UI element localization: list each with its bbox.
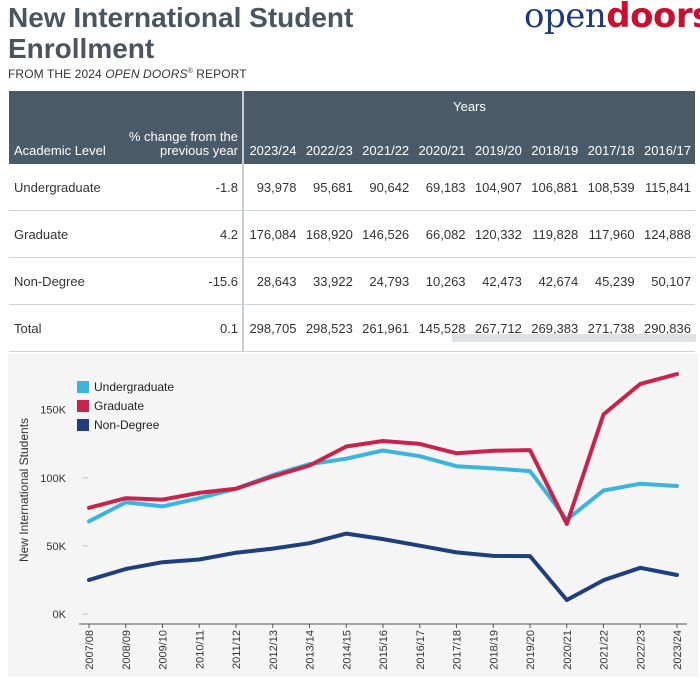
legend-item[interactable]: Graduate bbox=[77, 396, 174, 415]
legend-label: Graduate bbox=[94, 398, 145, 413]
subtitle-em: OPEN DOORS bbox=[105, 67, 188, 81]
table-scrollbar[interactable] bbox=[452, 334, 696, 342]
legend-item[interactable]: Non-Degree bbox=[77, 415, 174, 434]
table-row: Undergraduate -1.8 93,978 95,681 90,642 … bbox=[9, 164, 695, 211]
value-cell: 33,922 bbox=[300, 257, 357, 305]
legend-label: Undergraduate bbox=[94, 379, 175, 394]
value-cell: 117,960 bbox=[582, 210, 639, 258]
table-corner bbox=[9, 91, 245, 121]
col-year[interactable]: 2017/18 bbox=[582, 121, 639, 164]
value-cell: 104,907 bbox=[469, 164, 526, 211]
logo-open: open bbox=[524, 0, 607, 36]
legend-swatch-graduate bbox=[77, 399, 89, 412]
value-cell: 176,084 bbox=[243, 210, 301, 258]
table-row: Graduate 4.2 176,084 168,920 146,526 66,… bbox=[9, 210, 695, 258]
col-pct-line2: previous year bbox=[159, 143, 239, 158]
pct-cell: 0.1 bbox=[118, 304, 245, 352]
value-cell: 66,082 bbox=[413, 210, 470, 258]
value-cell: 124,888 bbox=[638, 210, 695, 258]
value-cell: 120,332 bbox=[469, 210, 526, 258]
legend-label: Non-Degree bbox=[94, 417, 160, 432]
col-year[interactable]: 2016/17 bbox=[638, 121, 695, 164]
col-year[interactable]: 2018/19 bbox=[525, 121, 583, 164]
value-cell: 271,738 bbox=[582, 304, 639, 352]
col-academic-level[interactable]: Academic Level bbox=[9, 121, 119, 164]
level-cell: Total bbox=[9, 304, 119, 352]
value-cell: 267,712 bbox=[469, 304, 526, 352]
value-cell: 119,828 bbox=[525, 210, 583, 258]
pct-cell: -1.8 bbox=[118, 164, 245, 211]
col-year[interactable]: 2023/24 bbox=[243, 121, 301, 164]
subtitle-reg: ® bbox=[187, 68, 193, 75]
value-cell: 146,526 bbox=[356, 210, 414, 258]
value-cell: 168,920 bbox=[300, 210, 357, 258]
value-cell: 290,836 bbox=[638, 304, 695, 352]
chart-legend: Undergraduate Graduate Non-Degree bbox=[77, 377, 174, 434]
value-cell: 298,523 bbox=[300, 304, 357, 352]
value-cell: 42,473 bbox=[469, 257, 526, 305]
value-cell: 10,263 bbox=[413, 257, 470, 305]
subtitle-post: REPORT bbox=[192, 67, 247, 81]
value-cell: 50,107 bbox=[638, 257, 695, 305]
pct-cell: -15.6 bbox=[118, 257, 245, 305]
value-cell: 261,961 bbox=[356, 304, 414, 352]
col-pct-change[interactable]: % change from the previous year bbox=[118, 121, 245, 164]
legend-swatch-undergraduate bbox=[77, 380, 89, 393]
table-row: Total 0.1 298,705 298,523 261,961 145,52… bbox=[9, 304, 695, 352]
value-cell: 108,539 bbox=[582, 164, 639, 211]
value-cell: 45,239 bbox=[582, 257, 639, 305]
level-cell: Graduate bbox=[9, 210, 119, 258]
value-cell: 93,978 bbox=[243, 164, 301, 211]
col-year[interactable]: 2020/21 bbox=[413, 121, 470, 164]
value-cell: 28,643 bbox=[243, 257, 301, 305]
years-header: Years bbox=[243, 91, 695, 121]
value-cell: 42,674 bbox=[525, 257, 583, 305]
page-title: New International Student Enrollment bbox=[8, 2, 354, 64]
subtitle-pre: FROM THE 2024 bbox=[8, 67, 106, 81]
value-cell: 145,528 bbox=[413, 304, 470, 352]
level-cell: Non-Degree bbox=[9, 257, 119, 305]
logo-doors: doors bbox=[606, 0, 700, 36]
value-cell: 69,183 bbox=[413, 164, 470, 211]
enrollment-table: Years Academic Level % change from the pr… bbox=[9, 91, 695, 352]
opendoors-logo[interactable]: opendoors bbox=[524, 0, 700, 36]
col-year[interactable]: 2021/22 bbox=[356, 121, 414, 164]
pct-cell: 4.2 bbox=[118, 210, 245, 258]
col-year[interactable]: 2019/20 bbox=[469, 121, 526, 164]
value-cell: 90,642 bbox=[356, 164, 414, 211]
legend-swatch-non-degree bbox=[77, 418, 89, 431]
value-cell: 298,705 bbox=[243, 304, 301, 352]
value-cell: 106,881 bbox=[525, 164, 583, 211]
value-cell: 269,383 bbox=[525, 304, 583, 352]
legend-item[interactable]: Undergraduate bbox=[77, 377, 174, 396]
level-cell: Undergraduate bbox=[9, 164, 119, 211]
subtitle: FROM THE 2024 OPEN DOORS® REPORT bbox=[8, 67, 247, 81]
value-cell: 95,681 bbox=[300, 164, 357, 211]
value-cell: 115,841 bbox=[638, 164, 695, 211]
col-pct-line1: % change from the bbox=[128, 129, 239, 144]
value-cell: 24,793 bbox=[356, 257, 414, 305]
col-year[interactable]: 2022/23 bbox=[300, 121, 357, 164]
table-row: Non-Degree -15.6 28,643 33,922 24,793 10… bbox=[9, 257, 695, 305]
